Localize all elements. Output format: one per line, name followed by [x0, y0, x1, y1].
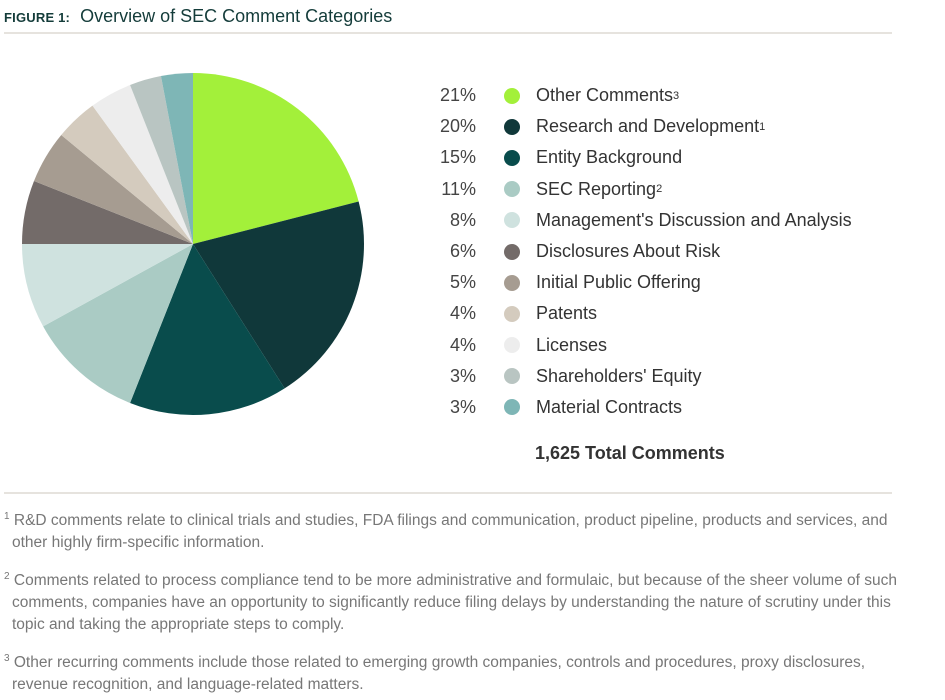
pie-slice — [61, 105, 194, 244]
legend-label: Licenses — [536, 334, 608, 355]
legend-percent: 6% — [449, 241, 476, 262]
legend-label: Other Comments — [536, 85, 674, 106]
legend-swatch — [504, 181, 520, 198]
legend-swatch — [504, 87, 520, 104]
pie-slice — [193, 201, 364, 389]
legend-label: Patents — [536, 303, 598, 324]
legend-label: Entity Background — [536, 147, 683, 168]
divider — [4, 32, 892, 34]
pie-slice — [130, 244, 285, 416]
legend-swatch — [504, 118, 520, 135]
legend-swatch — [504, 368, 520, 385]
pie-slice — [34, 135, 193, 244]
legend-swatch — [504, 274, 520, 291]
legend-swatch — [504, 243, 520, 260]
legend-item: 6% Disclosures About Risk — [430, 236, 852, 267]
legend-percent: 11% — [441, 178, 476, 199]
figure-title-text: Overview of SEC Comment Categories — [80, 6, 393, 26]
pie-slice — [22, 244, 193, 327]
legend-percent: 3% — [449, 365, 476, 386]
pie-slice — [22, 181, 193, 244]
pie-slice — [130, 76, 193, 244]
total-comments: 1,625 Total Comments — [535, 443, 725, 463]
divider — [4, 492, 892, 494]
pie-slice — [92, 85, 193, 244]
legend-label: Material Contracts — [536, 396, 683, 417]
legend-item: 21% Other Comments 3 — [430, 80, 852, 111]
footnote-ref: 2 — [656, 183, 663, 196]
legend-percent: 5% — [449, 272, 476, 293]
footnote-1: 1 R&D comments relate to clinical trials… — [4, 511, 888, 552]
legend-swatch — [504, 149, 520, 166]
legend-percent: 20% — [439, 116, 476, 137]
footnote-2: 2 Comments related to process compliance… — [4, 571, 897, 634]
footnote-ref: 3 — [673, 89, 680, 102]
legend-swatch — [504, 305, 520, 322]
legend-item: 3% Material Contracts — [430, 392, 852, 423]
legend-swatch — [504, 399, 520, 416]
footnote-3: 3 Other recurring comments include those… — [4, 653, 866, 694]
footnote-ref: 1 — [759, 120, 766, 133]
legend-label: Disclosures About Risk — [536, 241, 721, 262]
legend-percent: 4% — [449, 303, 476, 324]
pie-chart — [22, 73, 364, 416]
legend-item: 20% Research and Development 1 — [430, 111, 852, 142]
legend-label: Initial Public Offering — [536, 272, 701, 293]
legend-label: SEC Reporting — [536, 178, 657, 199]
legend-swatch — [504, 212, 520, 229]
pie-slice — [160, 73, 193, 244]
legend-label: Shareholders' Equity — [536, 365, 702, 386]
legend-item: 3% Shareholders' Equity — [430, 361, 852, 392]
legend-item: 4% Licenses — [430, 330, 852, 361]
legend: 21% Other Comments 3 20% Research and Develo… — [430, 80, 852, 423]
legend-percent: 8% — [449, 209, 476, 230]
pie-slice — [43, 244, 194, 403]
legend-item: 4% Patents — [430, 298, 852, 329]
legend-percent: 4% — [449, 334, 476, 355]
legend-item: 15% Entity Background — [430, 142, 852, 173]
figure-title: FIGURE 1: Overview of SEC Comment Catego… — [4, 6, 392, 27]
figure-label: FIGURE 1: — [4, 10, 71, 25]
legend-percent: 3% — [449, 396, 476, 417]
legend-percent: 21% — [439, 85, 476, 106]
legend-item: 8% Management's Discussion and Analysis — [430, 205, 852, 236]
legend-label: Research and Development — [536, 116, 760, 137]
legend-label: Management's Discussion and Analysis — [536, 209, 852, 230]
legend-item: 11% SEC Reporting 2 — [430, 174, 852, 205]
legend-percent: 15% — [439, 147, 476, 168]
pie-slice — [193, 73, 359, 244]
legend-item: 5% Initial Public Offering — [430, 267, 852, 298]
legend-swatch — [504, 337, 520, 354]
